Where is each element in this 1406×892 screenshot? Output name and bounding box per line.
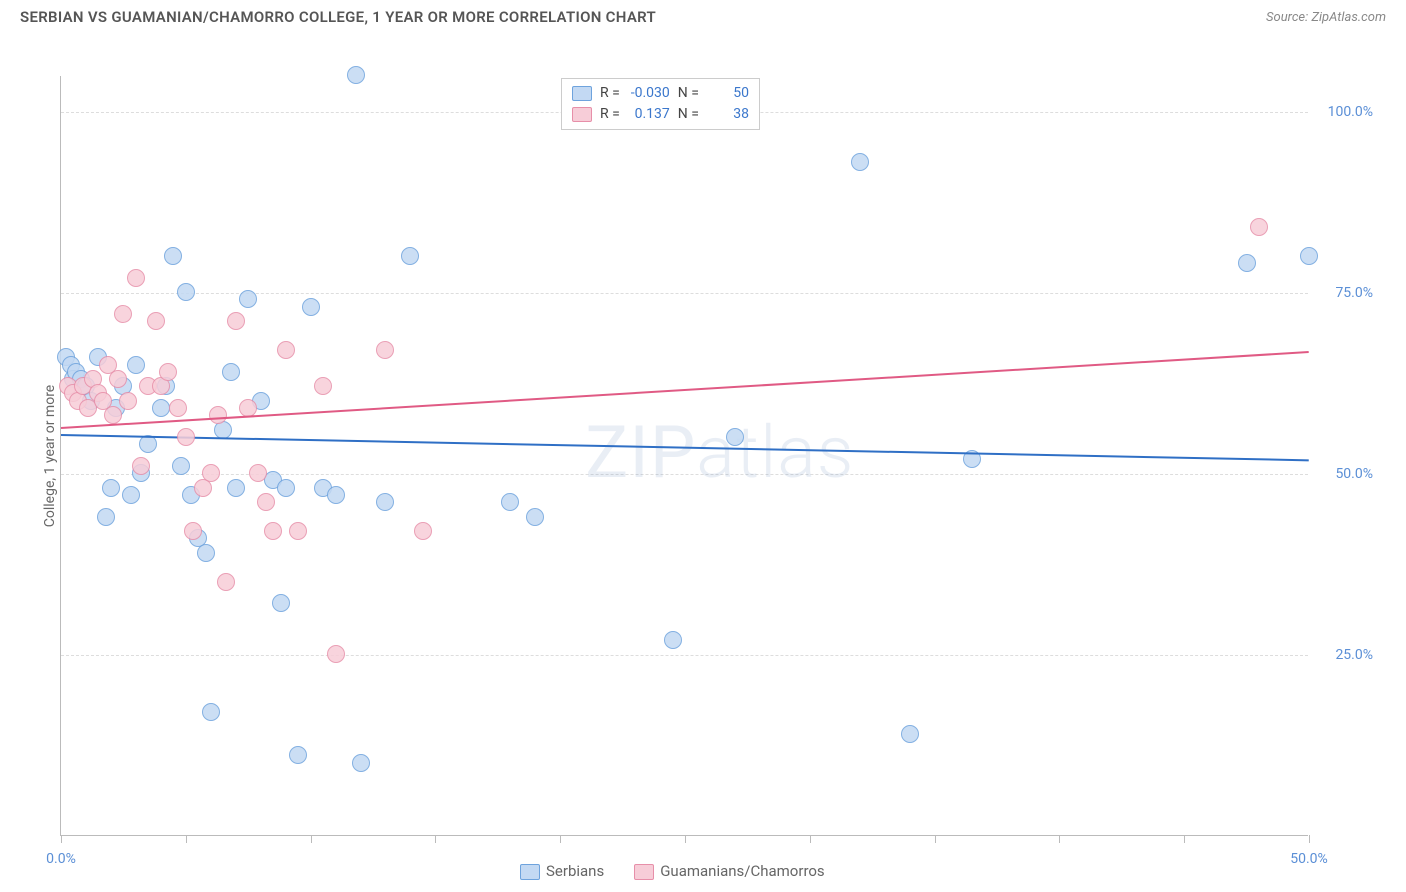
- scatter-point: [289, 746, 307, 764]
- legend-series-item: Serbians: [520, 862, 604, 880]
- scatter-point: [184, 522, 202, 540]
- trend-line: [61, 434, 1309, 461]
- scatter-point: [401, 247, 419, 265]
- scatter-point: [289, 522, 307, 540]
- scatter-point: [97, 508, 115, 526]
- scatter-point: [114, 305, 132, 323]
- x-tick-label: 50.0%: [1290, 851, 1328, 867]
- x-tick: [186, 835, 187, 843]
- y-axis-label: College, 1 year or more: [42, 385, 58, 527]
- trend-line: [61, 351, 1309, 429]
- legend-correlation: R =-0.030 N =50 R =0.137 N =38: [561, 78, 760, 130]
- chart-source: Source: ZipAtlas.com: [1266, 10, 1386, 25]
- scatter-point: [327, 486, 345, 504]
- scatter-point: [327, 645, 345, 663]
- scatter-point: [197, 544, 215, 562]
- grid-line: [61, 474, 1308, 475]
- scatter-point: [169, 399, 187, 417]
- legend-r: R =-0.030: [600, 83, 670, 104]
- legend-series-label: Guamanians/Chamorros: [660, 862, 824, 880]
- scatter-point: [726, 428, 744, 446]
- scatter-point: [177, 283, 195, 301]
- legend-series: Serbians Guamanians/Chamorros: [520, 862, 825, 880]
- scatter-point: [127, 269, 145, 287]
- legend-n: N =50: [678, 83, 749, 104]
- legend-n: N =38: [678, 104, 749, 125]
- legend-series-item: Guamanians/Chamorros: [634, 862, 824, 880]
- scatter-point: [302, 298, 320, 316]
- legend-swatch: [634, 864, 654, 880]
- legend-row: R =0.137 N =38: [572, 104, 749, 125]
- legend-series-label: Serbians: [546, 862, 604, 880]
- scatter-point: [209, 406, 227, 424]
- plot-area: 25.0%50.0%75.0%100.0%0.0%50.0%ZIPatlasR …: [60, 76, 1308, 836]
- scatter-point: [239, 290, 257, 308]
- legend-swatch: [572, 107, 592, 122]
- scatter-point: [376, 493, 394, 511]
- scatter-point: [257, 493, 275, 511]
- scatter-point: [172, 457, 190, 475]
- scatter-point: [159, 363, 177, 381]
- scatter-point: [202, 464, 220, 482]
- y-tick-label: 25.0%: [1335, 647, 1373, 663]
- scatter-point: [376, 341, 394, 359]
- x-tick: [560, 835, 561, 843]
- grid-line: [61, 655, 1308, 656]
- x-tick: [935, 835, 936, 843]
- scatter-point: [414, 522, 432, 540]
- x-tick-label: 0.0%: [46, 851, 76, 867]
- x-tick: [1309, 835, 1310, 843]
- scatter-point: [152, 399, 170, 417]
- scatter-point: [202, 703, 220, 721]
- x-tick: [61, 835, 62, 843]
- scatter-point: [132, 457, 150, 475]
- x-tick: [685, 835, 686, 843]
- scatter-point: [501, 493, 519, 511]
- scatter-point: [104, 406, 122, 424]
- scatter-point: [272, 594, 290, 612]
- scatter-point: [127, 356, 145, 374]
- scatter-point: [1250, 218, 1268, 236]
- scatter-point: [314, 377, 332, 395]
- scatter-point: [227, 479, 245, 497]
- scatter-point: [277, 479, 295, 497]
- scatter-point: [119, 392, 137, 410]
- scatter-point: [1300, 247, 1318, 265]
- legend-r: R =0.137: [600, 104, 670, 125]
- legend-row: R =-0.030 N =50: [572, 83, 749, 104]
- x-tick: [810, 835, 811, 843]
- scatter-point: [227, 312, 245, 330]
- legend-swatch: [520, 864, 540, 880]
- scatter-point: [164, 247, 182, 265]
- scatter-point: [177, 428, 195, 446]
- x-tick: [311, 835, 312, 843]
- x-tick: [435, 835, 436, 843]
- scatter-point: [851, 153, 869, 171]
- scatter-point: [1238, 254, 1256, 272]
- y-tick-label: 50.0%: [1335, 466, 1373, 482]
- scatter-point: [217, 573, 235, 591]
- y-tick-label: 75.0%: [1335, 285, 1373, 301]
- scatter-point: [526, 508, 544, 526]
- scatter-point: [277, 341, 295, 359]
- scatter-point: [222, 363, 240, 381]
- scatter-point: [147, 312, 165, 330]
- scatter-point: [347, 66, 365, 84]
- scatter-point: [102, 479, 120, 497]
- scatter-point: [109, 370, 127, 388]
- chart-title: SERBIAN VS GUAMANIAN/CHAMORRO COLLEGE, 1…: [20, 8, 656, 26]
- scatter-point: [901, 725, 919, 743]
- correlation-chart: 25.0% 50.0% 75.0% 100.0% 0.0% 50.0% ZIPatlas R …: [20, 34, 1386, 884]
- watermark: ZIPatlas: [585, 410, 854, 495]
- x-tick: [1184, 835, 1185, 843]
- chart-header: SERBIAN VS GUAMANIAN/CHAMORRO COLLEGE, 1…: [0, 0, 1406, 30]
- scatter-point: [249, 464, 267, 482]
- scatter-point: [122, 486, 140, 504]
- scatter-point: [664, 631, 682, 649]
- x-tick: [1059, 835, 1060, 843]
- y-tick-label: 100.0%: [1328, 104, 1373, 120]
- scatter-point: [264, 522, 282, 540]
- scatter-point: [352, 754, 370, 772]
- legend-swatch: [572, 86, 592, 101]
